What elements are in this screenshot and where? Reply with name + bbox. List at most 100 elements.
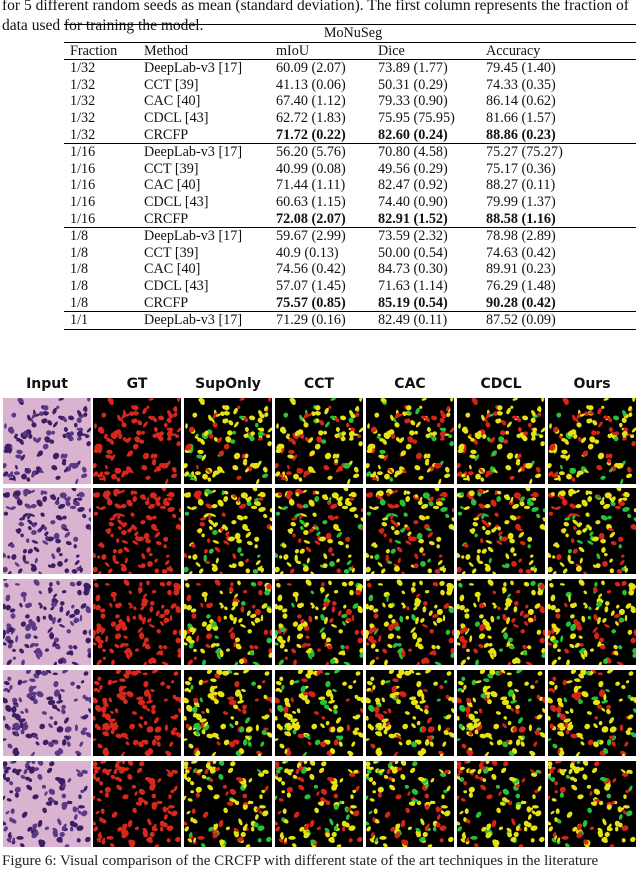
table-row: 1/8 CDCL [43] 57.07 (1.45) 71.63 (1.14) 76.2… xyxy=(64,278,636,295)
prediction-map xyxy=(366,761,454,847)
cell-miou: 59.67 (2.99) xyxy=(270,227,372,245)
cell-dice: 82.47 (0.92) xyxy=(378,177,448,194)
ground-truth-map xyxy=(93,579,181,665)
column-header-1: GT xyxy=(126,376,148,392)
table-row: 1/8 CCT [39] 40.9 (0.13) 50.00 (0.54) 74.63 … xyxy=(64,245,636,262)
cell-accuracy: 74.33 (0.35) xyxy=(486,76,556,93)
cell-fraction: 1/16 xyxy=(70,193,96,210)
cell-miou: 71.29 (0.16) xyxy=(270,311,372,330)
ground-truth-map xyxy=(93,398,181,484)
prediction-map xyxy=(184,761,272,847)
cell-fraction: 1/8 xyxy=(64,227,138,245)
prediction-map xyxy=(457,579,545,665)
column-header-4: CAC xyxy=(394,376,426,392)
prediction-map xyxy=(184,488,272,574)
input-image xyxy=(3,488,91,574)
cell-miou: 40.99 (0.08) xyxy=(276,160,346,177)
prediction-map xyxy=(457,761,545,847)
cell-accuracy: 86.14 (0.62) xyxy=(486,93,556,110)
cell-dice: 84.73 (0.30) xyxy=(378,261,448,278)
prediction-map xyxy=(457,398,545,484)
prediction-map xyxy=(548,488,636,574)
cell-accuracy: 89.91 (0.23) xyxy=(486,261,556,278)
table-row: 1/32 CCT [39] 41.13 (0.06) 50.31 (0.29) 74.3… xyxy=(64,77,636,94)
cell-accuracy: 74.63 (0.42) xyxy=(486,244,556,261)
cell-miou: 56.20 (5.76) xyxy=(270,143,372,161)
prediction-map xyxy=(184,579,272,665)
header-method: Method xyxy=(138,42,270,61)
cell-dice: 85.19 (0.54) xyxy=(378,294,448,311)
cell-method: CRCFP xyxy=(144,126,189,143)
input-image xyxy=(3,579,91,665)
cell-accuracy: 75.27 (75.27) xyxy=(480,143,636,161)
cell-accuracy: 90.28 (0.42) xyxy=(486,294,556,311)
prediction-map xyxy=(275,761,363,847)
dataset-title: MoNuSeg xyxy=(64,24,636,43)
cell-accuracy: 88.86 (0.23) xyxy=(486,126,556,143)
column-header-5: CDCL xyxy=(480,376,522,392)
header-fraction: Fraction xyxy=(64,42,138,61)
table-row: 1/16 CRCFP 72.08 (2.07) 82.91 (1.52) 88.58 (… xyxy=(64,211,636,228)
cell-fraction: 1/8 xyxy=(70,244,89,261)
cell-dice: 50.00 (0.54) xyxy=(378,244,448,261)
prediction-map xyxy=(366,488,454,574)
cell-miou: 60.09 (2.07) xyxy=(276,60,346,77)
cell-method: CAC [40] xyxy=(144,177,201,194)
cell-dice: 71.63 (1.14) xyxy=(378,277,448,294)
header-miou: mIoU xyxy=(270,42,372,61)
prediction-map xyxy=(457,670,545,756)
cell-fraction: 1/8 xyxy=(70,294,89,311)
results-table: MoNuSeg Fraction Method mIoU Dice Accura… xyxy=(64,24,636,330)
prediction-map xyxy=(548,761,636,847)
ground-truth-map xyxy=(93,761,181,847)
cell-miou: 75.57 (0.85) xyxy=(276,294,346,311)
cell-accuracy: 81.66 (1.57) xyxy=(486,109,556,126)
cell-fraction: 1/32 xyxy=(70,76,96,93)
visual-comparison-figure: Input GT SupOnly CCT CAC CDCL Ours xyxy=(0,372,640,852)
table-row: 1/32 DeepLab-v3 [17] 60.09 (2.07) 73.89 (1.… xyxy=(64,60,636,77)
cell-method: CAC [40] xyxy=(144,93,201,110)
input-image xyxy=(3,670,91,756)
table-row: 1/8 CRCFP 75.57 (0.85) 85.19 (0.54) 90.28 (0… xyxy=(64,295,636,312)
cell-accuracy: 75.17 (0.36) xyxy=(486,160,556,177)
cell-miou: 41.13 (0.06) xyxy=(276,76,346,93)
cell-method: CCT [39] xyxy=(144,76,199,93)
figure-caption: Figure 6: Visual comparison of the CRCFP… xyxy=(2,853,599,869)
cell-method: DeepLab-v3 [17] xyxy=(138,311,270,330)
cell-accuracy: 76.29 (1.48) xyxy=(486,277,556,294)
table-row: 1/16 CCT [39] 40.99 (0.08) 49.56 (0.29) 75.1… xyxy=(64,161,636,178)
prediction-map xyxy=(548,579,636,665)
prediction-map xyxy=(366,670,454,756)
table-row: 1/16 DeepLab-v3 [17] 56.20 (5.76) 70.80 (4.… xyxy=(64,143,636,161)
prediction-map xyxy=(366,398,454,484)
cell-method: DeepLab-v3 [17] xyxy=(138,143,270,161)
cell-dice: 50.31 (0.29) xyxy=(378,76,448,93)
cell-dice: 70.80 (4.58) xyxy=(372,143,480,161)
cell-accuracy: 87.52 (0.09) xyxy=(480,311,636,330)
column-header-3: CCT xyxy=(303,376,335,392)
cell-accuracy: 79.45 (1.40) xyxy=(486,60,556,77)
prediction-map xyxy=(275,670,363,756)
cell-miou: 67.40 (1.12) xyxy=(276,93,346,110)
cell-method: CCT [39] xyxy=(144,244,199,261)
cell-method: CDCL [43] xyxy=(144,193,209,210)
cell-miou: 62.72 (1.83) xyxy=(276,109,346,126)
prediction-map xyxy=(548,398,636,484)
table-row: 1/32 CDCL [43] 62.72 (1.83) 75.95 (75.95) 81… xyxy=(64,110,636,127)
cell-dice: 82.49 (0.11) xyxy=(372,311,480,330)
cell-dice: 75.95 (75.95) xyxy=(378,109,455,126)
column-header-2: SupOnly xyxy=(195,376,261,392)
cell-miou: 57.07 (1.45) xyxy=(276,277,346,294)
cell-dice: 73.89 (1.77) xyxy=(378,60,448,77)
cell-fraction: 1/16 xyxy=(70,210,96,227)
cell-miou: 60.63 (1.15) xyxy=(276,193,346,210)
header-dice: Dice xyxy=(372,42,480,61)
cell-fraction: 1/16 xyxy=(70,177,96,194)
cell-dice: 49.56 (0.29) xyxy=(378,160,448,177)
cell-method: CDCL [43] xyxy=(144,277,209,294)
prediction-map xyxy=(275,398,363,484)
prediction-map xyxy=(366,579,454,665)
cell-method: CCT [39] xyxy=(144,160,199,177)
table-row: 1/32 CAC [40] 67.40 (1.12) 79.33 (0.90) 86.1… xyxy=(64,93,636,110)
cell-miou: 71.44 (1.11) xyxy=(276,177,346,194)
